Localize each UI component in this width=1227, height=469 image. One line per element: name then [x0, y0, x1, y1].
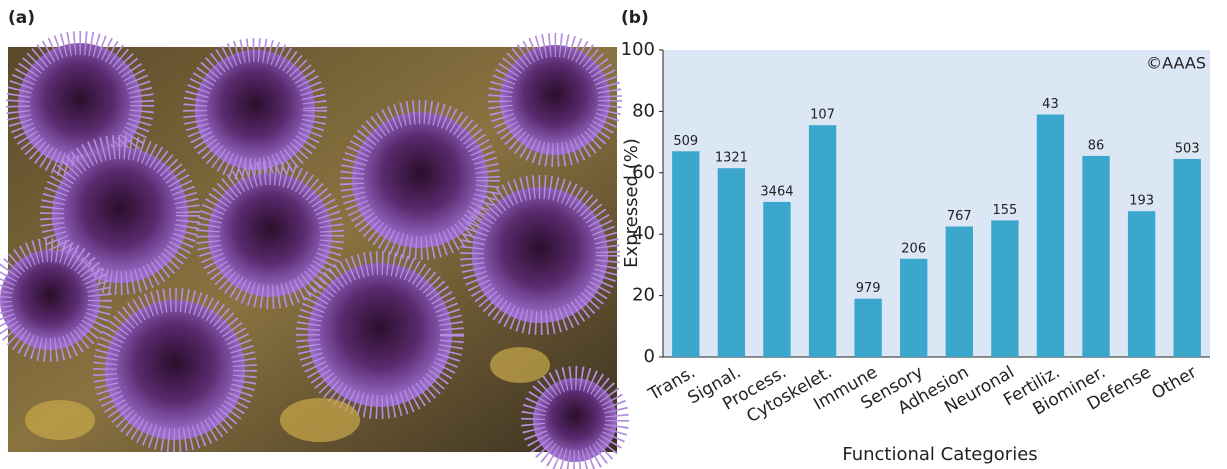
- bar: [1036, 114, 1065, 357]
- x-tick-label: Other: [1148, 362, 1200, 403]
- gene-count-label: 767: [947, 209, 972, 224]
- y-axis-title: Expressed (%): [621, 138, 642, 268]
- annotation: ©AAAS: [1146, 54, 1206, 73]
- y-tick-label: 60: [632, 162, 655, 183]
- x-axis-title: Functional Categories: [842, 444, 1037, 465]
- gene-count-label: 1321: [715, 151, 748, 166]
- panel-label: (a): [8, 8, 35, 28]
- gene-count-label: 155: [992, 203, 1017, 218]
- y-tick-label: 20: [632, 285, 655, 306]
- bar: [808, 125, 837, 357]
- y-tick-label: 40: [632, 223, 655, 244]
- y-tick-label: 80: [632, 100, 655, 121]
- gene-count-label: 509: [673, 134, 698, 149]
- y-tick-label: 100: [621, 39, 655, 60]
- bar: [717, 168, 746, 357]
- gene-count-label: 503: [1175, 141, 1200, 156]
- gene-count-label: 206: [901, 241, 926, 256]
- plot-area: [663, 50, 1210, 357]
- gene-count-label: 3464: [760, 184, 793, 199]
- bar: [1082, 155, 1110, 357]
- bar: [854, 298, 882, 357]
- gene-count-label: 193: [1129, 194, 1154, 209]
- y-tick-label: 0: [644, 346, 655, 367]
- photo: [0, 31, 629, 469]
- bar: [1127, 211, 1156, 357]
- gene-count-label: 43: [1042, 97, 1059, 112]
- bar: [763, 201, 791, 357]
- gene-count-label: 979: [856, 281, 881, 296]
- gene-count-label: 86: [1088, 138, 1105, 153]
- bar: [900, 258, 928, 357]
- bar: [991, 220, 1019, 357]
- bar: [1173, 158, 1201, 357]
- gene-count-label: 107: [810, 108, 835, 123]
- bar: [672, 151, 700, 357]
- bar: [945, 226, 973, 357]
- panel-label: (b): [621, 8, 649, 28]
